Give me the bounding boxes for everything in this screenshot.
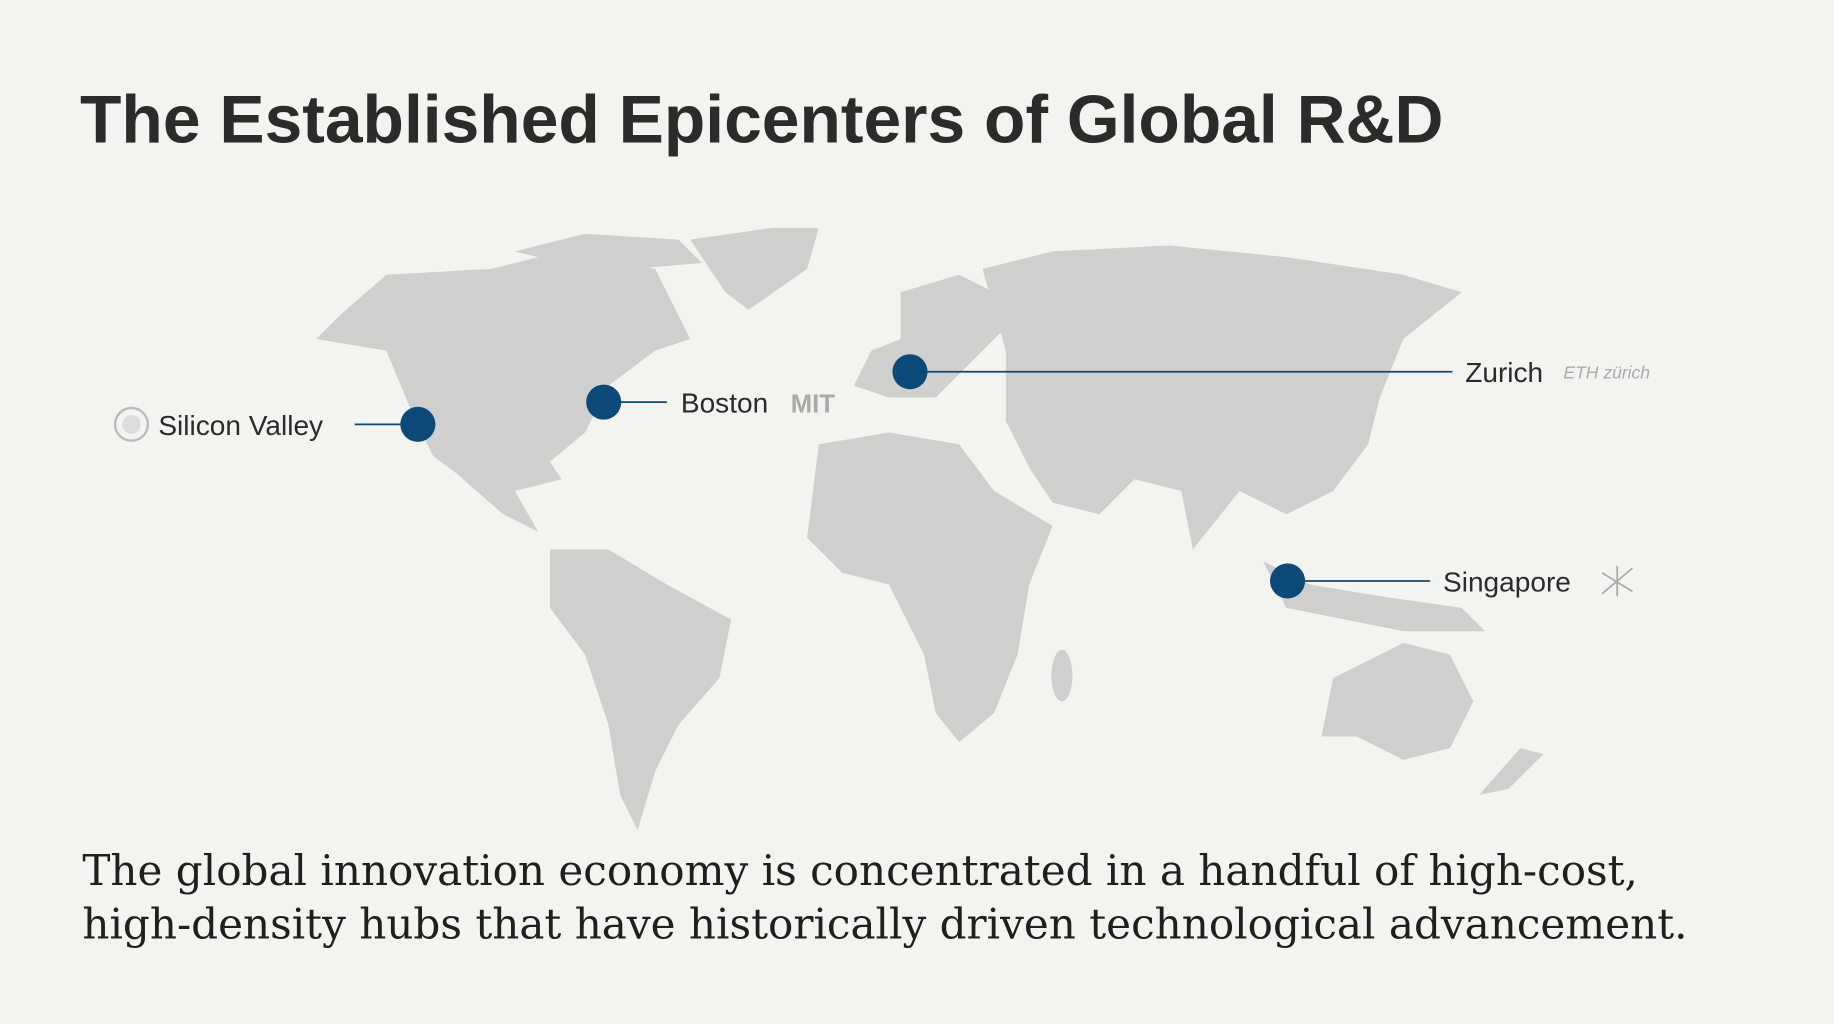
africa [807,432,1053,743]
hub-logo: ETH zürich [1563,363,1650,383]
hub-markers: Silicon Valley Boston MIT Zurich ETH zür… [113,354,1650,599]
hub-dot [892,354,928,390]
arctic-islands [514,233,702,269]
new-zealand [1479,748,1544,795]
hub-dot [586,384,622,420]
hub-label: Singapore [1443,566,1571,597]
body-text: high-density hubs that have historically… [82,900,1687,949]
asia [982,245,1462,550]
hub-label: Zurich [1465,357,1543,388]
hub-logo: MIT [791,391,836,419]
hub-label: Silicon Valley [158,410,323,441]
university-seal [122,414,141,434]
hub-label: Boston [681,388,768,419]
greenland [690,227,819,310]
madagascar [1051,649,1073,702]
south-america [549,549,732,830]
title: The Established Epicenters of Global R&D [80,83,1443,158]
hub-icon [1601,565,1633,597]
indonesia [1263,561,1486,632]
hub-dot [400,406,436,442]
north-america [316,251,691,532]
hub-dot [1270,563,1306,599]
world-map [316,227,1544,830]
body-text: The global innovation economy is concent… [82,846,1638,895]
europe [853,274,1006,398]
university-seal [113,406,149,442]
australia [1321,642,1474,760]
